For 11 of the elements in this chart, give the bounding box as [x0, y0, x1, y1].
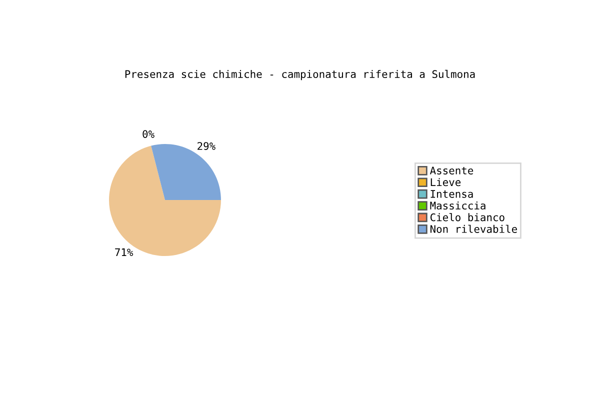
legend-label: Assente	[430, 166, 474, 174]
legend-label: Lieve	[430, 178, 461, 186]
legend-label: Non rilevabile	[430, 224, 517, 233]
text: 0%	[142, 130, 154, 138]
data-label: 29%	[198, 142, 216, 150]
legend-label: Cielo bianco	[430, 213, 504, 222]
chart-title: Presenza scie chimiche - campionatura riferita a Sulmona	[125, 70, 475, 80]
legend-label: Intensa	[430, 190, 473, 198]
pie-slice	[151, 144, 221, 200]
legend-label: Massiccia	[430, 201, 486, 210]
data-label: 71%	[115, 248, 134, 256]
